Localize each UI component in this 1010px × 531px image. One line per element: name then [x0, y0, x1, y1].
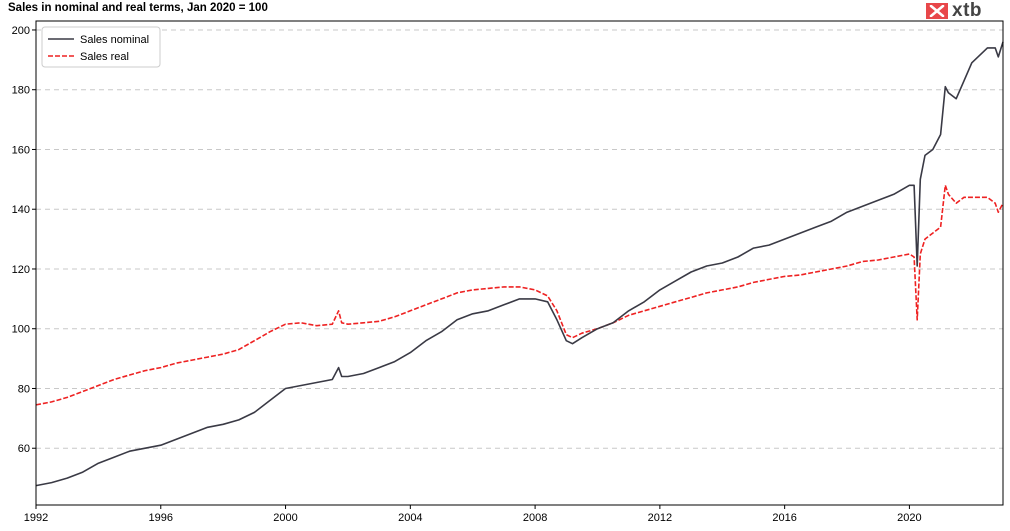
legend: Sales nominal Sales real — [41, 26, 161, 68]
y-tick-label: 200 — [12, 25, 30, 37]
y-tick-label: 120 — [12, 264, 30, 276]
series-layer — [35, 41, 1004, 487]
series-line-sales-nominal — [35, 41, 1004, 487]
x-tick-label: 2000 — [273, 512, 297, 524]
legend-box — [41, 26, 161, 68]
y-tick-label: 140 — [12, 204, 30, 216]
x-tick-label: 2012 — [648, 512, 672, 524]
x-tick-label: 2004 — [398, 512, 422, 524]
y-axis: 60 80 100 120 140 160 180 200 — [12, 25, 36, 455]
x-axis: 1992 1996 2000 2004 2008 2012 2016 2020 — [24, 505, 922, 524]
xtb-x-icon — [926, 3, 948, 19]
x-tick-label: 2016 — [772, 512, 796, 524]
series-line-sales-real — [35, 184, 1004, 406]
xtb-x-glyph — [929, 5, 945, 17]
x-tick-label: 2020 — [897, 512, 921, 524]
y-tick-label: 180 — [12, 85, 30, 97]
y-tick-label: 160 — [12, 144, 30, 156]
y-tick-label: 100 — [12, 324, 30, 336]
grid-lines — [36, 29, 1003, 449]
x-tick-label: 1996 — [149, 512, 173, 524]
brand-logo: xtb — [926, 0, 982, 22]
y-tick-label: 60 — [18, 443, 30, 455]
logo-text: xtb — [952, 0, 982, 21]
chart-title: Sales in nominal and real terms, Jan 202… — [8, 2, 268, 14]
x-tick-label: 2008 — [523, 512, 547, 524]
y-tick-label: 80 — [18, 383, 30, 395]
x-tick-label: 1992 — [24, 512, 48, 524]
legend-label: Sales nominal — [80, 34, 149, 46]
legend-label: Sales real — [80, 51, 129, 63]
plot-frame — [35, 20, 1004, 506]
